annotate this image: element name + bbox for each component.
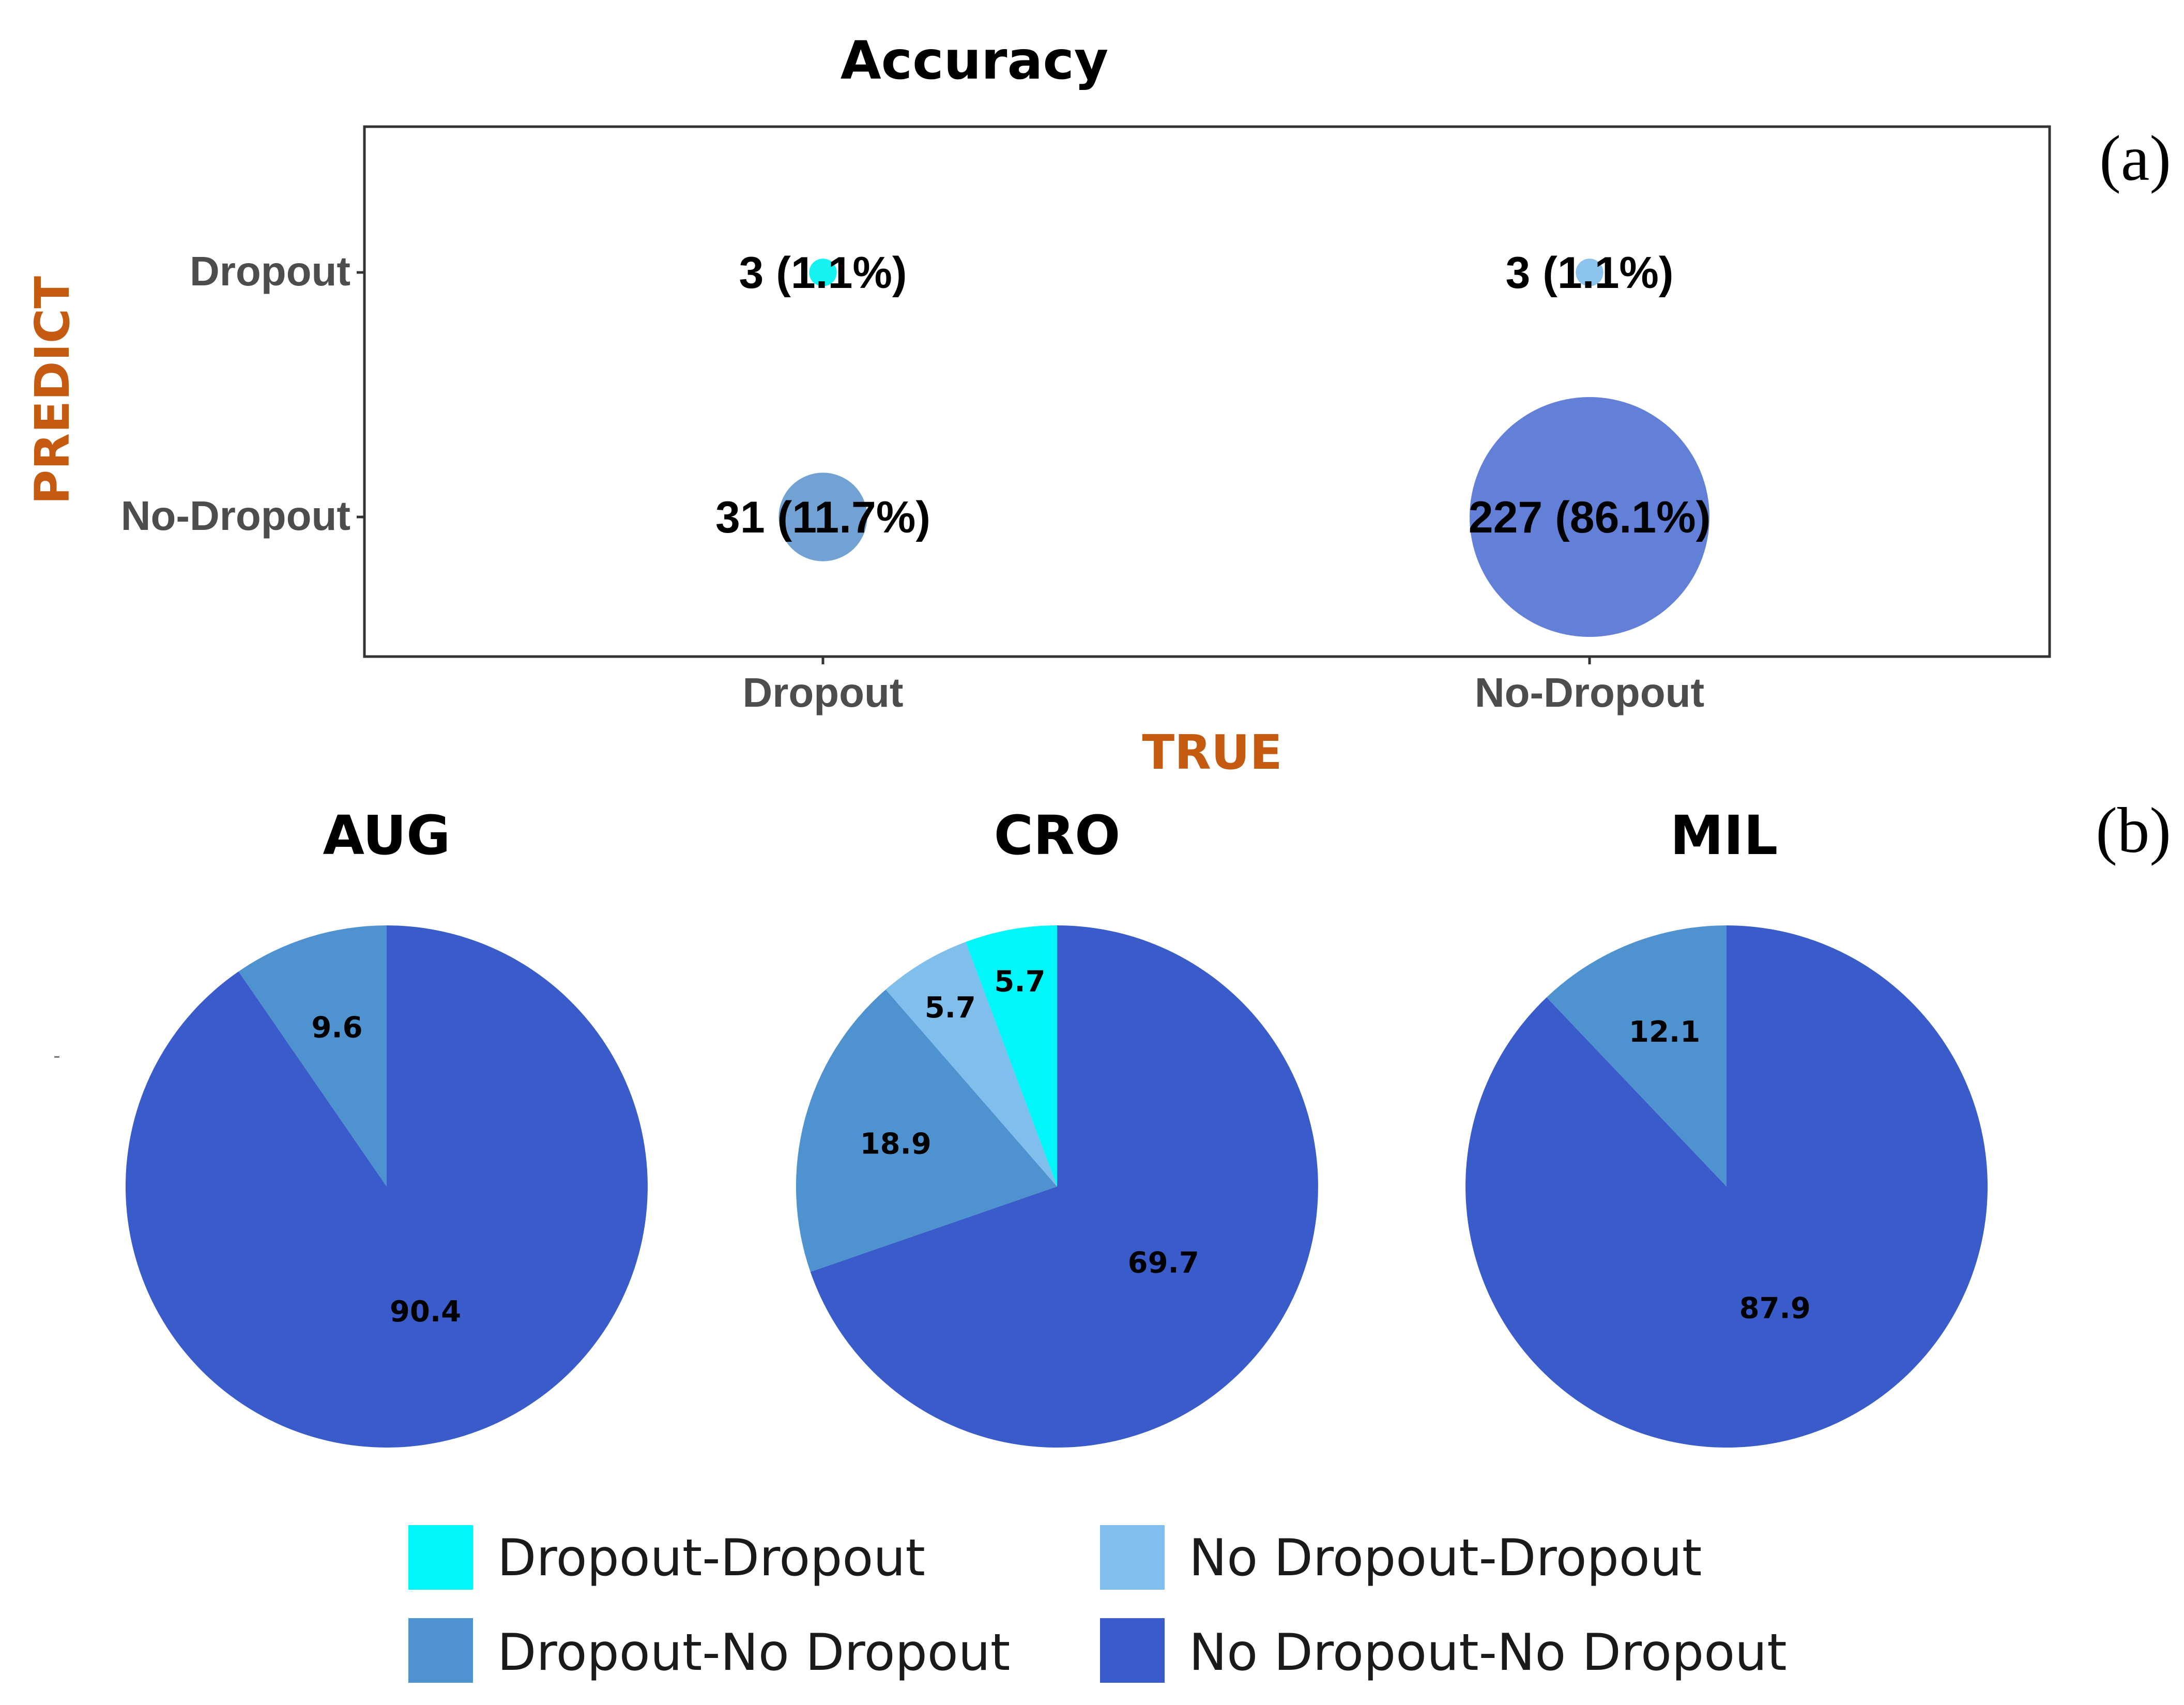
- bubble-point: [809, 258, 837, 286]
- pie-slice: [966, 925, 1057, 1186]
- pie-title-cro: CRO: [994, 804, 1121, 867]
- legend-swatch-dropout-dropout: [408, 1525, 473, 1590]
- legend-label: No Dropout-Dropout: [1189, 1529, 1702, 1588]
- y-tick-label: No-Dropout: [121, 493, 350, 539]
- pie-data-label: 5.7: [994, 965, 1045, 999]
- pie-slice: [1465, 925, 1988, 1448]
- pie-data-label: 5.7: [925, 991, 976, 1025]
- bubble-point: [1576, 258, 1603, 286]
- pie-slice: [796, 989, 1057, 1272]
- stray-mark: -: [53, 1044, 60, 1067]
- pie-data-label: 9.6: [311, 1011, 362, 1044]
- bubble-layer: [778, 258, 1709, 637]
- legend-swatch-no-dropout-dropout: [1100, 1525, 1165, 1590]
- pie-slice: [238, 925, 387, 1186]
- legend-label: No Dropout-No Dropout: [1189, 1623, 1787, 1682]
- pie-charts: (b) AUG CRO MIL - 90.4 9.6 69.7 18.9 5.7 5.7 8…: [53, 795, 2171, 1448]
- chart-title: Accuracy: [841, 30, 1109, 92]
- x-axis-title: TRUE: [1142, 725, 1282, 780]
- panel-label-a: (a): [2099, 123, 2171, 194]
- bubble-label-layer: 3 (1.1%) 3 (1.1%) 31 (11.7%) 227 (86.1%): [715, 248, 1710, 542]
- bubble-data-label: 31 (11.7%): [715, 493, 930, 542]
- bubble-point: [1470, 397, 1709, 637]
- legend-swatch-no-dropout-no-dropout: [1100, 1618, 1165, 1683]
- pie-title-aug: AUG: [323, 804, 450, 867]
- pie-slice: [810, 925, 1318, 1448]
- pie-data-label: 12.1: [1629, 1015, 1700, 1049]
- pie-slice: [125, 925, 648, 1448]
- pie-data-label: 18.9: [860, 1128, 931, 1161]
- bubble-data-label: 3 (1.1%): [739, 248, 907, 298]
- pie-data-label: 90.4: [390, 1295, 461, 1329]
- y-axis-title: PREDICT: [25, 276, 80, 505]
- pie-title-mil: MIL: [1670, 804, 1778, 867]
- legend-swatch-dropout-no-dropout: [408, 1618, 473, 1683]
- bubble-point: [778, 473, 867, 561]
- pie-layer: 90.4 9.6 69.7 18.9 5.7 5.7 87.9 12.1: [125, 925, 1988, 1448]
- bubble-data-label: 227 (86.1%): [1469, 493, 1711, 542]
- x-tick-label: Dropout: [742, 669, 903, 716]
- plot-frame: [363, 125, 2051, 658]
- pie-slice: [1547, 925, 1727, 1186]
- pie-slice: [885, 942, 1057, 1186]
- pie-data-label: 69.7: [1128, 1246, 1199, 1280]
- legend-label: Dropout-Dropout: [497, 1529, 925, 1588]
- pie-data-label: 87.9: [1739, 1292, 1811, 1326]
- accuracy-chart: Accuracy Dropout No-Dropout Dropout No-D…: [25, 30, 2171, 780]
- legend: Dropout-Dropout No Dropout-Dropout Dropo…: [408, 1525, 1787, 1683]
- bubble-data-label: 3 (1.1%): [1505, 248, 1673, 298]
- x-tick-label: No-Dropout: [1475, 669, 1704, 716]
- legend-label: Dropout-No Dropout: [497, 1623, 1010, 1682]
- panel-label-b: (b): [2096, 795, 2171, 866]
- y-tick-label: Dropout: [190, 248, 350, 294]
